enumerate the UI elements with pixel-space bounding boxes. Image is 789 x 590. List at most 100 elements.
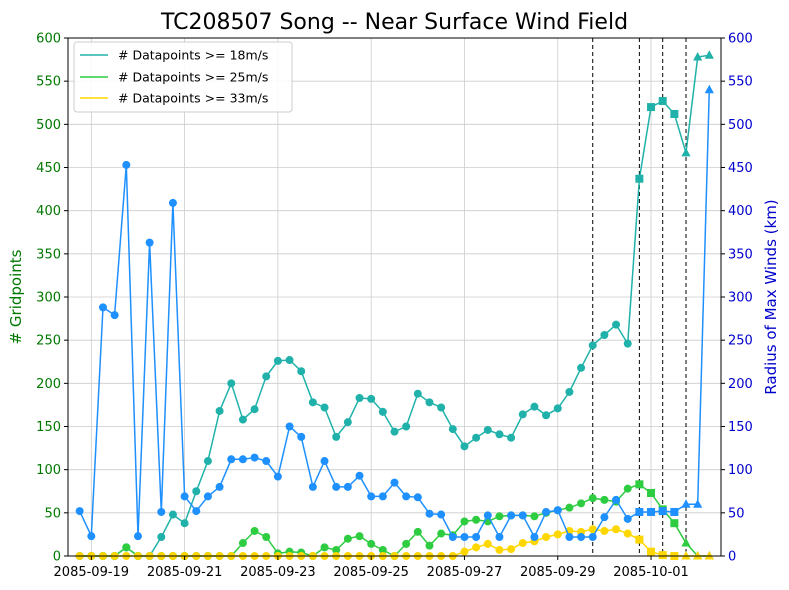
left-axis-ticks: 0 50 100 150 200 250 300 350 400 450 500 550 600 xyxy=(36,32,68,565)
data-point xyxy=(495,512,504,521)
right-tick-label: 100 xyxy=(728,463,753,478)
data-point xyxy=(425,541,434,550)
left-tick-label: 400 xyxy=(36,204,61,219)
legend-label-25: # Datapoints >= 25m/s xyxy=(118,70,268,85)
right-tick-label: 300 xyxy=(728,291,753,306)
data-point xyxy=(518,511,527,520)
data-point-triangle xyxy=(704,84,714,94)
data-point xyxy=(437,510,446,519)
data-point xyxy=(472,543,481,552)
data-point xyxy=(623,484,632,493)
data-point-triangle xyxy=(693,499,703,508)
data-point-square xyxy=(635,174,644,183)
data-point xyxy=(273,356,282,365)
series-line xyxy=(79,483,710,557)
grid xyxy=(68,37,721,557)
data-point xyxy=(250,405,259,414)
data-point xyxy=(553,404,562,413)
data-point xyxy=(98,303,107,312)
data-point xyxy=(483,539,492,548)
data-point xyxy=(577,363,586,372)
right-tick-label: 150 xyxy=(728,420,753,435)
left-tick-label: 50 xyxy=(44,506,61,521)
data-point xyxy=(472,515,481,524)
data-point xyxy=(320,543,329,552)
data-point xyxy=(297,367,306,376)
data-point xyxy=(530,402,539,411)
data-point xyxy=(437,403,446,412)
data-point xyxy=(612,495,621,504)
data-point xyxy=(297,432,306,441)
left-tick-label: 0 xyxy=(53,550,61,565)
data-point xyxy=(390,478,399,487)
left-tick-label: 600 xyxy=(36,32,61,47)
data-point xyxy=(565,533,574,542)
data-point xyxy=(565,387,574,396)
data-point xyxy=(390,427,399,436)
data-point xyxy=(227,455,236,464)
right-tick-label: 50 xyxy=(728,506,745,521)
data-point xyxy=(355,471,364,480)
data-point xyxy=(600,330,609,339)
data-point xyxy=(250,453,259,462)
data-point xyxy=(425,398,434,407)
data-point xyxy=(588,494,597,503)
data-point xyxy=(507,545,516,554)
data-point-triangle xyxy=(681,538,691,547)
data-point-triangle xyxy=(681,499,691,508)
data-point xyxy=(402,539,411,548)
data-point xyxy=(262,533,271,542)
data-point xyxy=(122,543,131,552)
x-tick-label: 2085-10-01 xyxy=(613,565,689,580)
data-point xyxy=(413,527,422,536)
data-point-square xyxy=(635,480,644,489)
data-point xyxy=(133,532,142,541)
data-point xyxy=(495,430,504,439)
left-tick-label: 200 xyxy=(36,377,61,392)
right-tick-label: 250 xyxy=(728,334,753,349)
data-point-triangle xyxy=(704,551,714,560)
data-point xyxy=(203,457,212,466)
right-axis-label: Radius of Max Winds (km) xyxy=(762,199,780,394)
data-point xyxy=(285,422,294,431)
x-tick-label: 2085-09-29 xyxy=(520,565,596,580)
data-point xyxy=(542,507,551,516)
legend: # Datapoints >= 18m/s # Datapoints >= 25… xyxy=(73,41,293,113)
right-tick-label: 450 xyxy=(728,161,753,176)
data-point xyxy=(425,509,434,518)
data-point xyxy=(203,492,212,501)
data-point xyxy=(623,339,632,348)
legend-label-18: # Datapoints >= 18m/s xyxy=(118,48,268,63)
data-point xyxy=(367,492,376,501)
data-point xyxy=(238,455,247,464)
data-point-square xyxy=(670,507,679,516)
data-point xyxy=(518,410,527,419)
data-point xyxy=(600,513,609,522)
data-point xyxy=(238,539,247,548)
right-tick-label: 600 xyxy=(728,32,753,47)
data-point xyxy=(75,507,84,516)
data-point xyxy=(600,526,609,535)
data-point xyxy=(250,526,259,535)
data-point xyxy=(262,457,271,466)
data-point xyxy=(623,529,632,538)
data-point xyxy=(308,398,317,407)
data-point xyxy=(483,425,492,434)
x-tick-label: 2085-09-27 xyxy=(427,565,503,580)
left-axis-label: # Gridpoints xyxy=(7,249,25,344)
data-point xyxy=(180,492,189,501)
data-point xyxy=(215,482,224,491)
data-point xyxy=(355,394,364,403)
data-point xyxy=(588,525,597,534)
data-point xyxy=(355,532,364,541)
data-point-square xyxy=(647,547,656,556)
data-point xyxy=(168,198,177,207)
data-point xyxy=(402,422,411,431)
data-point xyxy=(542,533,551,542)
data-point xyxy=(460,533,469,542)
left-tick-label: 550 xyxy=(36,75,61,90)
series-1 xyxy=(75,480,714,560)
data-point-triangle xyxy=(681,551,691,560)
data-point xyxy=(612,320,621,329)
